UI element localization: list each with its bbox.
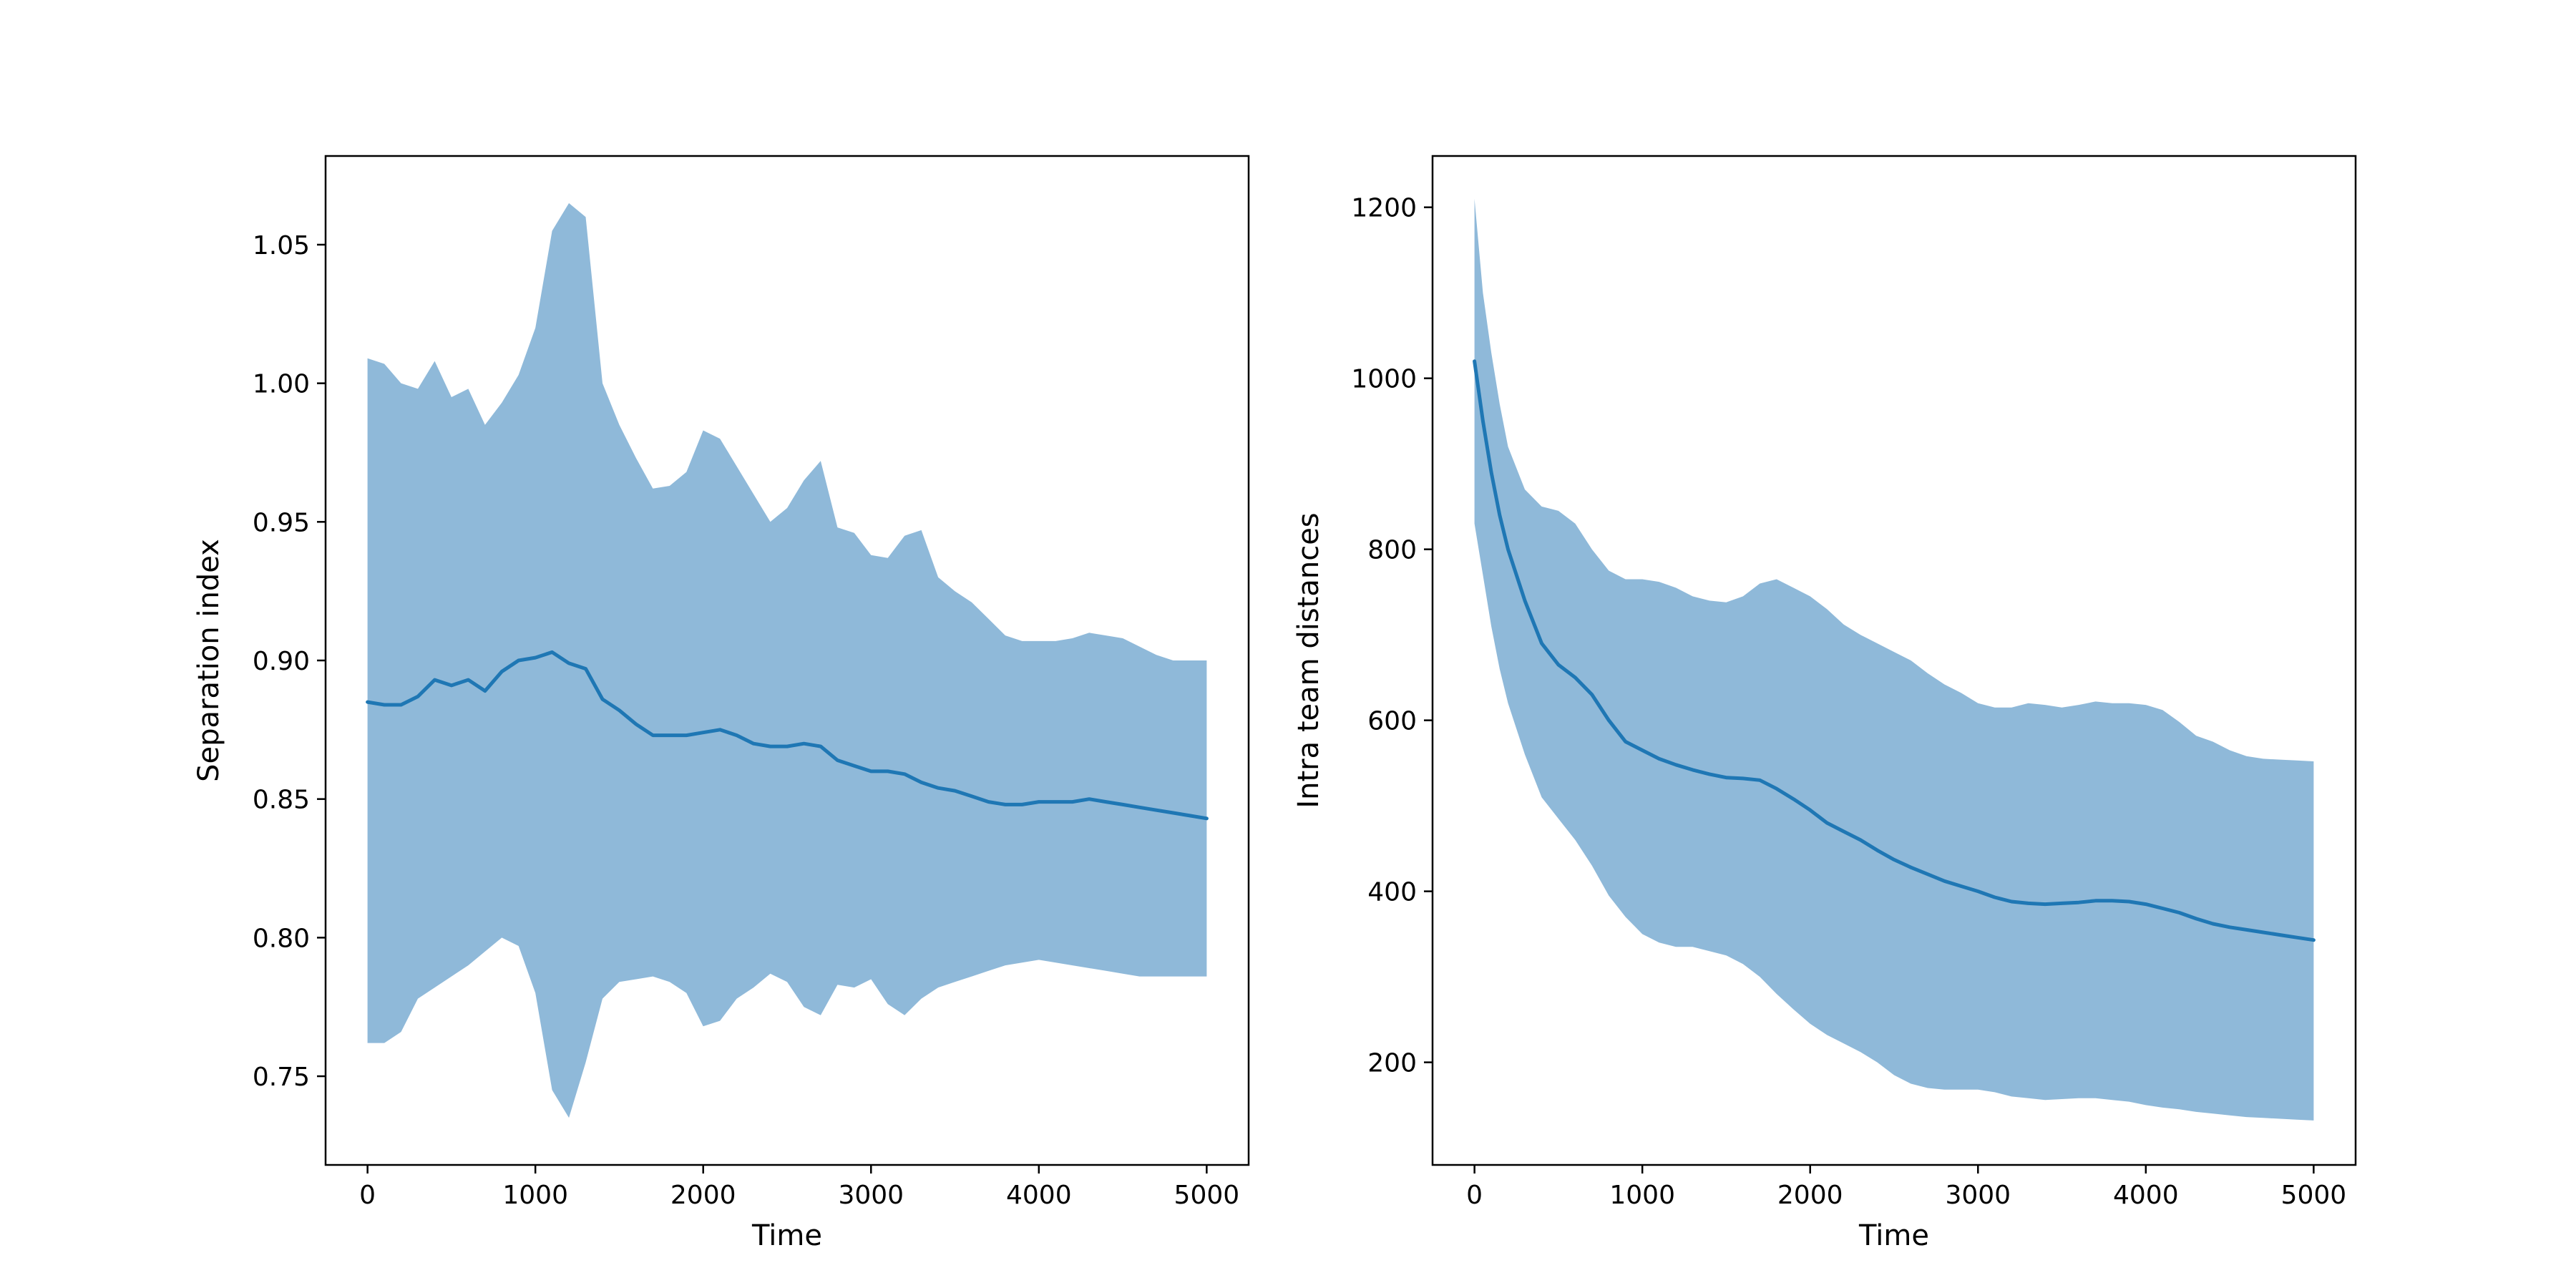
y-tick-label: 0.75: [253, 1063, 310, 1092]
y-tick-label: 800: [1367, 536, 1417, 565]
intra-team-distances-panel: 0 1000 2000 3000 4000 5000 200 400 600 800 1000 120…: [1292, 155, 2357, 1252]
y-tick-label: 0.85: [253, 786, 310, 815]
y-tick-label: 1.05: [253, 231, 310, 260]
mean-line: [1473, 359, 2316, 942]
y-tick-label: 1000: [1351, 365, 1417, 394]
confidence-band: [1474, 198, 2314, 1121]
x-tick-label: 0: [359, 1181, 376, 1210]
y-tick-label: 1.00: [253, 370, 310, 399]
y-tick-label: 200: [1367, 1049, 1417, 1078]
x-tick-label: 2000: [1777, 1181, 1843, 1210]
x-tick-label: 1000: [502, 1181, 568, 1210]
y-axis-label: Intra team distances: [1292, 512, 1325, 808]
y-tick-label: 1200: [1351, 194, 1417, 223]
x-tick-label: 4000: [2113, 1181, 2179, 1210]
x-tick-label: 3000: [1945, 1181, 2011, 1210]
x-tick-label: 3000: [838, 1181, 904, 1210]
y-tick-label: 0.95: [253, 508, 310, 537]
y-tick-label: 600: [1367, 707, 1417, 736]
x-tick-label: 5000: [1174, 1181, 1240, 1210]
x-tick-label: 4000: [1006, 1181, 1072, 1210]
mean-line: [366, 650, 1209, 821]
x-tick-label: 2000: [670, 1181, 736, 1210]
x-axis-label: Time: [751, 1219, 822, 1252]
x-tick-label: 0: [1466, 1181, 1483, 1210]
x-axis-label: Time: [1858, 1219, 1929, 1252]
x-tick-label: 1000: [1609, 1181, 1675, 1210]
separation-index-panel: 0 1000 2000 3000 4000 5000 0.75 0.80 0.85 0.90 0.9…: [192, 155, 1250, 1252]
y-axis-label: Separation index: [192, 539, 225, 782]
y-tick-label: 0.80: [253, 924, 310, 953]
y-tick-label: 0.90: [253, 647, 310, 676]
x-tick-label: 5000: [2281, 1181, 2347, 1210]
axes-frame: [1431, 155, 2357, 1166]
y-tick-label: 400: [1367, 878, 1417, 907]
confidence-band: [367, 203, 1207, 1118]
